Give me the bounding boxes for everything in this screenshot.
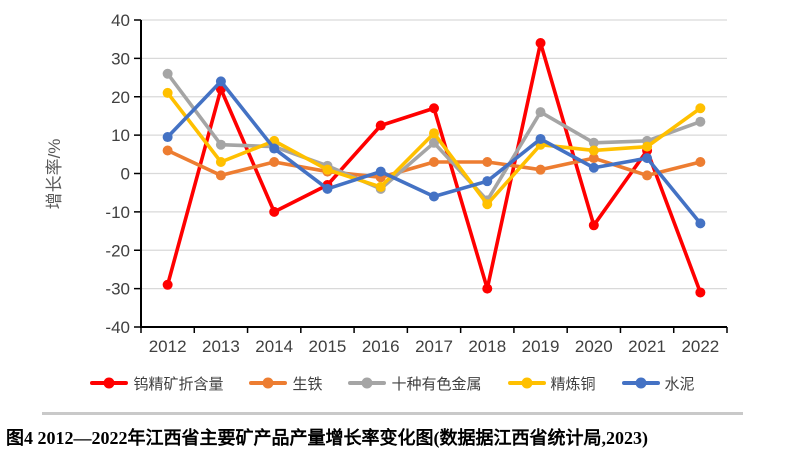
legend-marker-icon bbox=[507, 377, 546, 389]
data-point bbox=[642, 170, 653, 181]
data-point bbox=[642, 153, 653, 164]
svg-text:2016: 2016 bbox=[362, 337, 400, 356]
data-point bbox=[429, 137, 439, 148]
svg-text:2022: 2022 bbox=[681, 337, 719, 356]
data-point bbox=[429, 103, 439, 114]
data-point bbox=[642, 141, 653, 152]
data-point bbox=[695, 218, 706, 229]
legend-dot-icon bbox=[262, 377, 274, 389]
svg-text:20: 20 bbox=[111, 88, 130, 107]
legend-marker-icon bbox=[90, 377, 129, 389]
series-0-line bbox=[162, 38, 706, 298]
svg-text:40: 40 bbox=[111, 11, 130, 30]
data-point bbox=[215, 76, 226, 87]
chart-legend: 钨精矿折含量 生铁 十种有色金属 精炼铜 水泥 bbox=[0, 370, 785, 396]
data-point bbox=[162, 87, 173, 98]
data-point bbox=[588, 220, 599, 231]
legend-label: 钨精矿折含量 bbox=[133, 375, 224, 393]
svg-text:2014: 2014 bbox=[255, 337, 293, 356]
data-point bbox=[162, 132, 173, 143]
legend-item-4: 水泥 bbox=[621, 373, 695, 394]
svg-text:-40: -40 bbox=[105, 318, 130, 337]
caption-divider bbox=[42, 412, 743, 415]
data-point bbox=[215, 156, 226, 167]
data-point bbox=[375, 166, 386, 177]
legend-item-0: 钨精矿折含量 bbox=[90, 373, 223, 394]
data-point bbox=[482, 283, 493, 294]
svg-text:-10: -10 bbox=[105, 203, 130, 222]
data-point bbox=[215, 139, 226, 150]
data-point bbox=[429, 156, 439, 167]
legend-dot-icon bbox=[103, 377, 115, 389]
legend-item-1: 生铁 bbox=[249, 373, 322, 394]
data-point bbox=[322, 183, 333, 194]
data-point bbox=[535, 38, 546, 49]
y-axis-tick-labels: -40 -30 -20 -10 0 10 20 30 40 bbox=[105, 11, 130, 337]
legend-dot-icon bbox=[635, 377, 647, 389]
x-axis-tick-labels: 2012 2013 2014 2015 2016 2017 2018 2019 2020 2021… bbox=[149, 337, 720, 356]
svg-text:2020: 2020 bbox=[575, 337, 613, 356]
legend-label: 精炼铜 bbox=[550, 375, 596, 393]
legend-marker-icon bbox=[249, 377, 288, 389]
data-point bbox=[375, 181, 386, 192]
data-point bbox=[162, 145, 173, 156]
data-point bbox=[162, 68, 173, 79]
data-point bbox=[429, 128, 439, 139]
data-point bbox=[588, 145, 599, 156]
data-point bbox=[269, 143, 280, 154]
data-point bbox=[535, 107, 546, 118]
svg-text:2013: 2013 bbox=[202, 337, 240, 356]
axis-ticks bbox=[134, 19, 728, 333]
y-axis-title: 增长率/% bbox=[45, 139, 64, 210]
data-point bbox=[588, 137, 599, 148]
svg-text:-20: -20 bbox=[105, 241, 130, 260]
data-point bbox=[695, 287, 706, 298]
data-point bbox=[162, 279, 173, 290]
svg-text:10: 10 bbox=[111, 126, 130, 145]
svg-text:-30: -30 bbox=[105, 280, 130, 299]
axis-lines bbox=[140, 20, 727, 328]
legend-label: 水泥 bbox=[664, 375, 695, 393]
data-point bbox=[269, 206, 280, 217]
legend-dot-icon bbox=[521, 377, 532, 389]
data-point bbox=[588, 153, 599, 164]
legend-marker-icon bbox=[348, 377, 387, 389]
svg-text:30: 30 bbox=[111, 49, 130, 68]
figure-caption: 图4 2012—2022年江西省主要矿产品产量增长率变化图(数据据江西省统计局,… bbox=[6, 428, 648, 448]
svg-text:2012: 2012 bbox=[149, 337, 187, 356]
legend-label: 十种有色金属 bbox=[391, 375, 482, 393]
data-point bbox=[482, 176, 493, 187]
data-point bbox=[375, 120, 386, 131]
svg-text:2021: 2021 bbox=[628, 337, 666, 356]
svg-text:2019: 2019 bbox=[522, 337, 560, 356]
data-point bbox=[695, 156, 706, 167]
svg-text:2017: 2017 bbox=[415, 337, 453, 356]
svg-text:0: 0 bbox=[121, 165, 130, 184]
legend-item-3: 精炼铜 bbox=[507, 373, 596, 394]
data-point bbox=[588, 162, 599, 173]
legend-marker-icon bbox=[621, 377, 660, 389]
data-point bbox=[535, 133, 546, 144]
series-4-line bbox=[162, 76, 706, 229]
data-point bbox=[695, 103, 706, 114]
data-point bbox=[269, 156, 280, 167]
data-point bbox=[695, 116, 706, 127]
data-point bbox=[482, 156, 493, 167]
data-point bbox=[215, 170, 226, 181]
legend-dot-icon bbox=[361, 377, 373, 389]
data-point bbox=[429, 191, 439, 202]
svg-text:2018: 2018 bbox=[468, 337, 506, 356]
data-point bbox=[535, 164, 546, 175]
data-point bbox=[482, 199, 493, 210]
legend-item-2: 十种有色金属 bbox=[348, 373, 482, 394]
svg-text:2015: 2015 bbox=[309, 337, 347, 356]
legend-label: 生铁 bbox=[292, 375, 323, 393]
data-point bbox=[322, 164, 333, 175]
